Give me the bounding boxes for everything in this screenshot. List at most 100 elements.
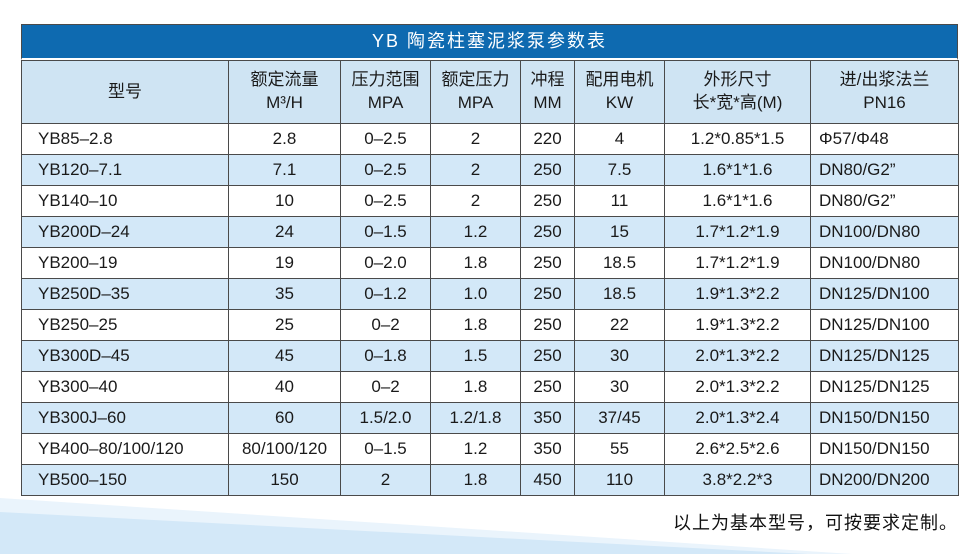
header-dimensions: 外形尺寸 长*宽*高(M) (664, 60, 811, 124)
table-row: YB250D–35 35 0–1.2 1.0 250 18.5 1.9*1.3*2.2 DN1… (21, 278, 959, 310)
table-cell: 1.8 (430, 371, 521, 403)
table-cell: 35 (228, 278, 341, 310)
table-cell: 0–1.5 (340, 216, 431, 248)
table-cell: 22 (574, 309, 665, 341)
table-header: 型号 额定流量 M³/H 压力范围 MPA 额定压力 MPA 冲程 MM 配用电机 KW … (21, 60, 959, 124)
table-cell: 1.8 (430, 247, 521, 279)
table-cell: 250 (520, 185, 575, 217)
table-cell: 250 (520, 309, 575, 341)
table-cell: 2 (430, 154, 521, 186)
table-cell: 25 (228, 309, 341, 341)
table-cell: 11 (574, 185, 665, 217)
header-flange: 进/出浆法兰 PN16 (810, 60, 959, 124)
table-cell: 220 (520, 123, 575, 155)
table-cell: 24 (228, 216, 341, 248)
table-cell: 2.0*1.3*2.2 (664, 340, 811, 372)
table-cell: 250 (520, 216, 575, 248)
table-cell: 2.0*1.3*2.4 (664, 402, 811, 434)
table-row: YB140–10 10 0–2.5 2 250 11 1.6*1*1.6 DN80/G2” (21, 185, 959, 217)
table-cell: YB250D–35 (21, 278, 229, 310)
table-cell: 0–1.8 (340, 340, 431, 372)
table-cell: YB120–7.1 (21, 154, 229, 186)
header-model: 型号 (21, 60, 229, 124)
table-cell: 1.8 (430, 309, 521, 341)
table-cell: 0–2.5 (340, 154, 431, 186)
table-cell: 45 (228, 340, 341, 372)
table-cell: 0–2.5 (340, 185, 431, 217)
table-cell: 3.8*2.2*3 (664, 464, 811, 496)
table-row: YB400–80/100/120 80/100/120 0–1.5 1.2 350 55 2… (21, 433, 959, 465)
table-cell: YB500–150 (21, 464, 229, 496)
table-cell: 2 (430, 123, 521, 155)
table-cell: 2.6*2.5*2.6 (664, 433, 811, 465)
table-row: YB300–40 40 0–2 1.8 250 30 2.0*1.3*2.2 DN125/DN… (21, 371, 959, 403)
table-cell: YB140–10 (21, 185, 229, 217)
table-cell: 150 (228, 464, 341, 496)
table-cell: 2 (430, 185, 521, 217)
table-cell: 0–1.5 (340, 433, 431, 465)
table-cell: 10 (228, 185, 341, 217)
table-cell: DN125/DN100 (810, 278, 959, 310)
table-cell: DN150/DN150 (810, 402, 959, 434)
header-rated-flow: 额定流量 M³/H (228, 60, 341, 124)
table-cell: 4 (574, 123, 665, 155)
footnote-text: 以上为基本型号，可按要求定制。 (673, 513, 958, 533)
header-pressure-range: 压力范围 MPA (340, 60, 431, 124)
table-cell: DN125/DN125 (810, 340, 959, 372)
table-cell: 80/100/120 (228, 433, 341, 465)
table-cell: 0–2.5 (340, 123, 431, 155)
table-cell: DN100/DN80 (810, 216, 959, 248)
table-cell: 1.8 (430, 464, 521, 496)
table-cell: YB200–19 (21, 247, 229, 279)
table-cell: 1.2 (430, 433, 521, 465)
table-cell: DN80/G2” (810, 185, 959, 217)
table-cell: 250 (520, 340, 575, 372)
table-cell: 250 (520, 247, 575, 279)
table-cell: 450 (520, 464, 575, 496)
table-cell: DN125/DN100 (810, 309, 959, 341)
header-stroke: 冲程 MM (520, 60, 575, 124)
table-cell: YB85–2.8 (21, 123, 229, 155)
table-cell: DN100/DN80 (810, 247, 959, 279)
table-row: YB85–2.8 2.8 0–2.5 2 220 4 1.2*0.85*1.5 Φ57/Φ48 (21, 123, 959, 155)
spec-table: 型号 额定流量 M³/H 压力范围 MPA 额定压力 MPA 冲程 MM 配用电机 KW … (21, 60, 959, 496)
table-cell: DN200/DN200 (810, 464, 959, 496)
table-row: YB300D–45 45 0–1.8 1.5 250 30 2.0*1.3*2.2 DN125… (21, 340, 959, 372)
table-cell: YB250–25 (21, 309, 229, 341)
table-cell: 110 (574, 464, 665, 496)
table-cell: 1.9*1.3*2.2 (664, 278, 811, 310)
table-row: YB200–19 19 0–2.0 1.8 250 18.5 1.7*1.2*1.9 DN10… (21, 247, 959, 279)
table-cell: 1.0 (430, 278, 521, 310)
table-cell: 1.7*1.2*1.9 (664, 216, 811, 248)
table-cell: 18.5 (574, 278, 665, 310)
table-cell: DN80/G2” (810, 154, 959, 186)
table-cell: 0–2.0 (340, 247, 431, 279)
table-row: YB120–7.1 7.1 0–2.5 2 250 7.5 1.6*1*1.6 DN80/G2… (21, 154, 959, 186)
table-row: YB500–150 150 2 1.8 450 110 3.8*2.2*3 DN200/DN2… (21, 464, 959, 496)
table-cell: 18.5 (574, 247, 665, 279)
table-cell: 1.2 (430, 216, 521, 248)
table-cell: DN125/DN125 (810, 371, 959, 403)
table-cell: 350 (520, 433, 575, 465)
table-cell: YB300D–45 (21, 340, 229, 372)
table-row: YB250–25 25 0–2 1.8 250 22 1.9*1.3*2.2 DN125/DN… (21, 309, 959, 341)
table-cell: 60 (228, 402, 341, 434)
table-cell: 1.5 (430, 340, 521, 372)
table-cell: 1.9*1.3*2.2 (664, 309, 811, 341)
table-cell: 2.8 (228, 123, 341, 155)
table-cell: YB300J–60 (21, 402, 229, 434)
table-cell: 40 (228, 371, 341, 403)
table-cell: 1.2/1.8 (430, 402, 521, 434)
table-cell: Φ57/Φ48 (810, 123, 959, 155)
table-cell: 350 (520, 402, 575, 434)
table-cell: 250 (520, 278, 575, 310)
header-row: 型号 额定流量 M³/H 压力范围 MPA 额定压力 MPA 冲程 MM 配用电机 KW … (21, 60, 959, 124)
table-cell: YB400–80/100/120 (21, 433, 229, 465)
table-cell: 1.2*0.85*1.5 (664, 123, 811, 155)
table-cell: 0–1.2 (340, 278, 431, 310)
table-cell: 19 (228, 247, 341, 279)
table-cell: 15 (574, 216, 665, 248)
table-row: YB300J–60 60 1.5/2.0 1.2/1.8 350 37/45 2.0*1.3… (21, 402, 959, 434)
table-cell: 1.7*1.2*1.9 (664, 247, 811, 279)
header-motor: 配用电机 KW (574, 60, 665, 124)
